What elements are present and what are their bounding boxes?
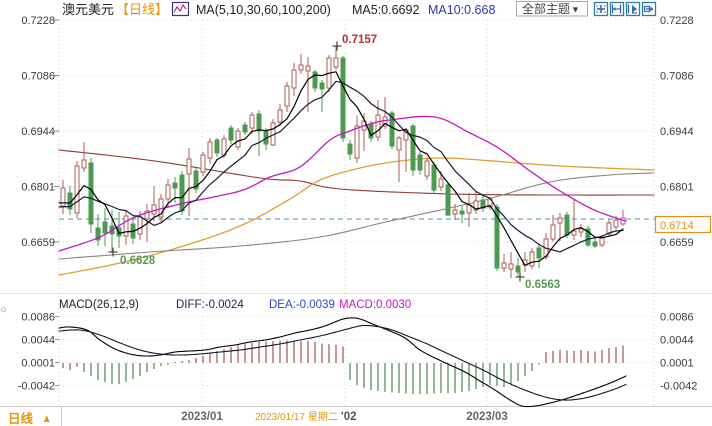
svg-text:0.6659: 0.6659 bbox=[21, 237, 55, 249]
svg-text:0.6944: 0.6944 bbox=[21, 126, 55, 138]
svg-text:0.0044: 0.0044 bbox=[660, 335, 694, 347]
svg-text:0.7157: 0.7157 bbox=[342, 34, 377, 46]
svg-text:【日线】: 【日线】 bbox=[116, 2, 168, 17]
svg-text:MA10:0.668: MA10:0.668 bbox=[428, 3, 495, 17]
svg-text:▼: ▼ bbox=[571, 5, 580, 15]
svg-text:0.0086: 0.0086 bbox=[660, 312, 694, 324]
svg-text:MA(5,10,30,60,100,200): MA(5,10,30,60,100,200) bbox=[196, 3, 331, 17]
svg-text:MACD(26,12,9): MACD(26,12,9) bbox=[59, 299, 139, 311]
svg-text:0.7086: 0.7086 bbox=[21, 71, 55, 83]
svg-text:0.6563: 0.6563 bbox=[525, 279, 560, 291]
svg-text:2023/01: 2023/01 bbox=[181, 411, 223, 423]
svg-text:DIFF:-0.0024: DIFF:-0.0024 bbox=[176, 299, 244, 311]
svg-text:0.6801: 0.6801 bbox=[660, 182, 694, 194]
svg-text:0.7228: 0.7228 bbox=[21, 15, 55, 27]
svg-text:0.6944: 0.6944 bbox=[660, 126, 694, 138]
svg-text:0.0001: 0.0001 bbox=[21, 358, 55, 370]
svg-text:0.0086: 0.0086 bbox=[21, 312, 55, 324]
svg-text:0.7228: 0.7228 bbox=[660, 15, 694, 27]
svg-text:2023/01/17 星期二: 2023/01/17 星期二 bbox=[255, 411, 338, 423]
svg-text:全部主题: 全部主题 bbox=[522, 1, 570, 16]
svg-text:0.0001: 0.0001 bbox=[660, 358, 694, 370]
svg-text:0.6659: 0.6659 bbox=[660, 237, 694, 249]
svg-text:0.6628: 0.6628 bbox=[120, 255, 156, 267]
svg-text:0.6714: 0.6714 bbox=[660, 220, 694, 232]
svg-text:MA5:0.6692: MA5:0.6692 bbox=[352, 3, 419, 17]
svg-text:2023/03: 2023/03 bbox=[466, 411, 508, 423]
svg-text:日线: 日线 bbox=[8, 411, 34, 426]
svg-text:DEA:-0.0039: DEA:-0.0039 bbox=[269, 299, 335, 311]
svg-text:0.0044: 0.0044 bbox=[21, 335, 55, 347]
svg-text:☼: ☼ bbox=[0, 304, 8, 315]
svg-text:0.6801: 0.6801 bbox=[21, 182, 55, 194]
svg-text:MACD:0.0030: MACD:0.0030 bbox=[339, 299, 411, 311]
svg-text:-0.0042: -0.0042 bbox=[660, 381, 697, 393]
svg-text:0.7086: 0.7086 bbox=[660, 71, 694, 83]
svg-text:-0.0042: -0.0042 bbox=[18, 381, 55, 393]
svg-text:'02: '02 bbox=[341, 411, 357, 423]
svg-text:澳元美元: 澳元美元 bbox=[62, 2, 114, 17]
